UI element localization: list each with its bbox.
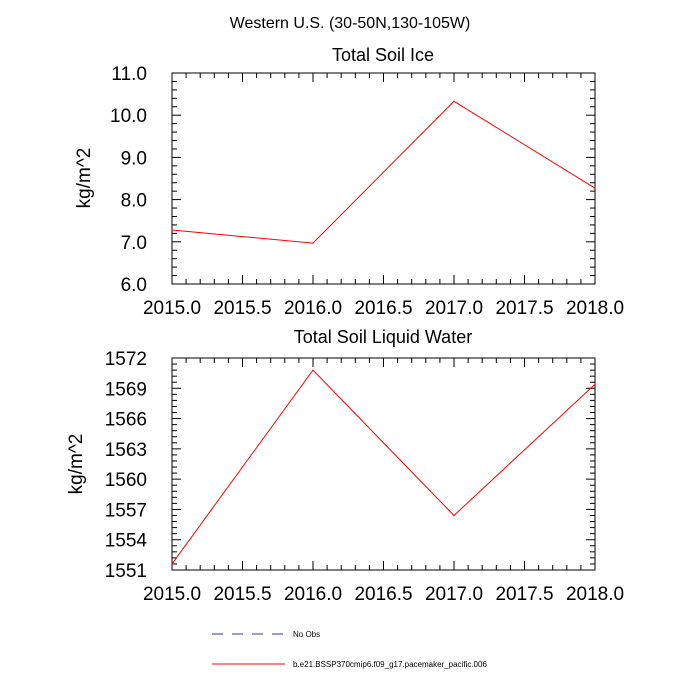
soil-liquid-water-x-tick-label: 2015.5: [213, 584, 271, 605]
legend: No Obs b.e21.BSSP370cmip6.f09_g17.pacemak…: [212, 630, 487, 669]
soil-ice-y-tick-label: 10.0: [110, 106, 147, 127]
soil-ice-data-point: [594, 187, 596, 189]
soil-ice-x-tick-label: 2017.5: [495, 298, 553, 319]
soil-ice-x-tick-label: 2018.0: [566, 298, 624, 319]
soil-liquid-water-data-point: [171, 563, 173, 565]
legend-label: b.e21.BSSP370cmip6.f09_g17.pacemaker_pac…: [293, 660, 487, 669]
soil-ice-x-tick-label: 2016.0: [284, 298, 342, 319]
soil-ice-ylabel: kg/m^2: [74, 148, 95, 209]
soil-liquid-water-data-point: [594, 383, 596, 385]
soil-liquid-water-y-tick-label: 1560: [105, 470, 147, 491]
soil-ice-x-tick-label: 2017.0: [425, 298, 483, 319]
soil-liquid-water-x-tick-label: 2016.0: [284, 584, 342, 605]
soil-ice-data-point: [171, 229, 173, 231]
soil-liquid-water-y-tick-label: 1551: [105, 561, 147, 582]
soil-liquid-water-y-tick-label: 1572: [105, 349, 147, 370]
soil-ice-y-tick-label: 9.0: [121, 148, 147, 169]
soil-ice-series-line: [171, 100, 596, 244]
soil-liquid-water-ylabel: kg/m^2: [66, 434, 87, 495]
soil-ice-panel: Total Soil Ice kg/m^2 2015.0 2015.5 2016.0…: [74, 45, 624, 319]
soil-liquid-water-y-tick-label: 1554: [105, 531, 148, 552]
soil-liquid-water-panel: Total Soil Liquid Water kg/m^2 2015.0 201…: [66, 327, 624, 605]
soil-liquid-water-plot-frame: [171, 357, 596, 571]
soil-ice-data-point: [312, 242, 314, 244]
soil-liquid-water-data-point: [312, 369, 314, 371]
legend-label: No Obs: [293, 630, 320, 639]
soil-liquid-water-y-tick-label: 1569: [105, 379, 147, 400]
soil-ice-y-tick-label: 6.0: [121, 275, 147, 296]
soil-ice-x-tick-label: 2016.5: [354, 298, 412, 319]
soil-ice-title: Total Soil Ice: [332, 45, 434, 65]
figure-suptitle: Western U.S. (30-50N,130-105W): [230, 15, 471, 32]
soil-ice-x-tick-label: 2015.5: [213, 298, 271, 319]
soil-ice-plot-frame: [171, 72, 596, 285]
soil-liquid-water-x-tick-label: 2016.5: [354, 584, 412, 605]
soil-liquid-water-x-tick-label: 2018.0: [566, 584, 624, 605]
soil-liquid-water-y-tick-label: 1563: [105, 440, 147, 461]
soil-ice-y-tick-label: 8.0: [121, 191, 147, 212]
soil-liquid-water-data-point: [453, 514, 455, 517]
soil-ice-x-tick-label: 2015.0: [143, 298, 201, 319]
soil-liquid-water-title: Total Soil Liquid Water: [294, 327, 472, 347]
soil-liquid-water-x-tick-label: 2017.5: [495, 584, 553, 605]
soil-ice-y-tick-label: 11.0: [111, 64, 147, 85]
soil-liquid-water-series-line: [171, 369, 596, 565]
soil-ice-data-point: [453, 100, 455, 102]
soil-liquid-water-y-tick-label: 1557: [105, 500, 147, 521]
soil-liquid-water-x-tick-label: 2017.0: [425, 584, 483, 605]
soil-liquid-water-y-tick-label: 1566: [105, 410, 147, 431]
soil-liquid-water-x-tick-label: 2015.0: [143, 584, 201, 605]
soil-ice-y-tick-label: 7.0: [121, 233, 147, 254]
